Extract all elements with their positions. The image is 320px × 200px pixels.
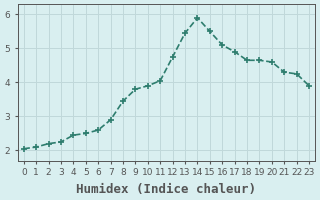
X-axis label: Humidex (Indice chaleur): Humidex (Indice chaleur) [76, 183, 256, 196]
